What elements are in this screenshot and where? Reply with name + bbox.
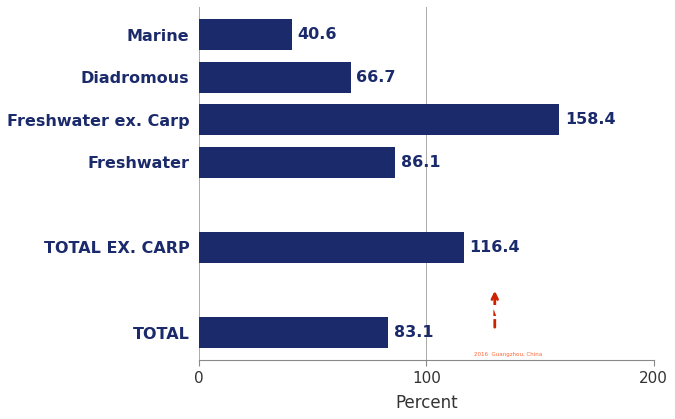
Text: A: A: [484, 304, 504, 328]
Bar: [199, 19, 292, 50]
Bar: [199, 104, 559, 135]
Bar: [199, 147, 395, 178]
Text: 158.4: 158.4: [565, 112, 616, 127]
Bar: [199, 232, 464, 263]
Text: 40.6: 40.6: [297, 27, 337, 42]
Text: 83.1: 83.1: [394, 325, 433, 340]
Text: 116.4: 116.4: [469, 240, 520, 255]
Bar: [199, 62, 351, 93]
X-axis label: Percent: Percent: [395, 394, 458, 412]
Text: 66.7: 66.7: [356, 70, 396, 85]
Text: 2016  Guangzhou, China: 2016 Guangzhou, China: [474, 352, 542, 357]
Text: 86.1: 86.1: [400, 155, 440, 170]
Text: GO: GO: [449, 304, 491, 328]
Text: L: L: [502, 304, 517, 328]
Bar: [199, 317, 388, 348]
